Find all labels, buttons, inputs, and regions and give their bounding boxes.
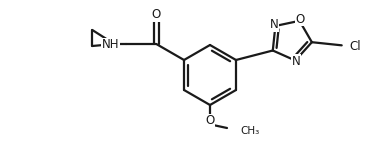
Text: Cl: Cl [350, 40, 362, 53]
Text: O: O [206, 114, 214, 127]
Text: O: O [295, 13, 305, 26]
Text: O: O [152, 8, 161, 21]
Text: N: N [270, 18, 279, 31]
Text: NH: NH [102, 39, 119, 52]
Text: N: N [292, 55, 301, 68]
Text: CH₃: CH₃ [240, 126, 259, 136]
